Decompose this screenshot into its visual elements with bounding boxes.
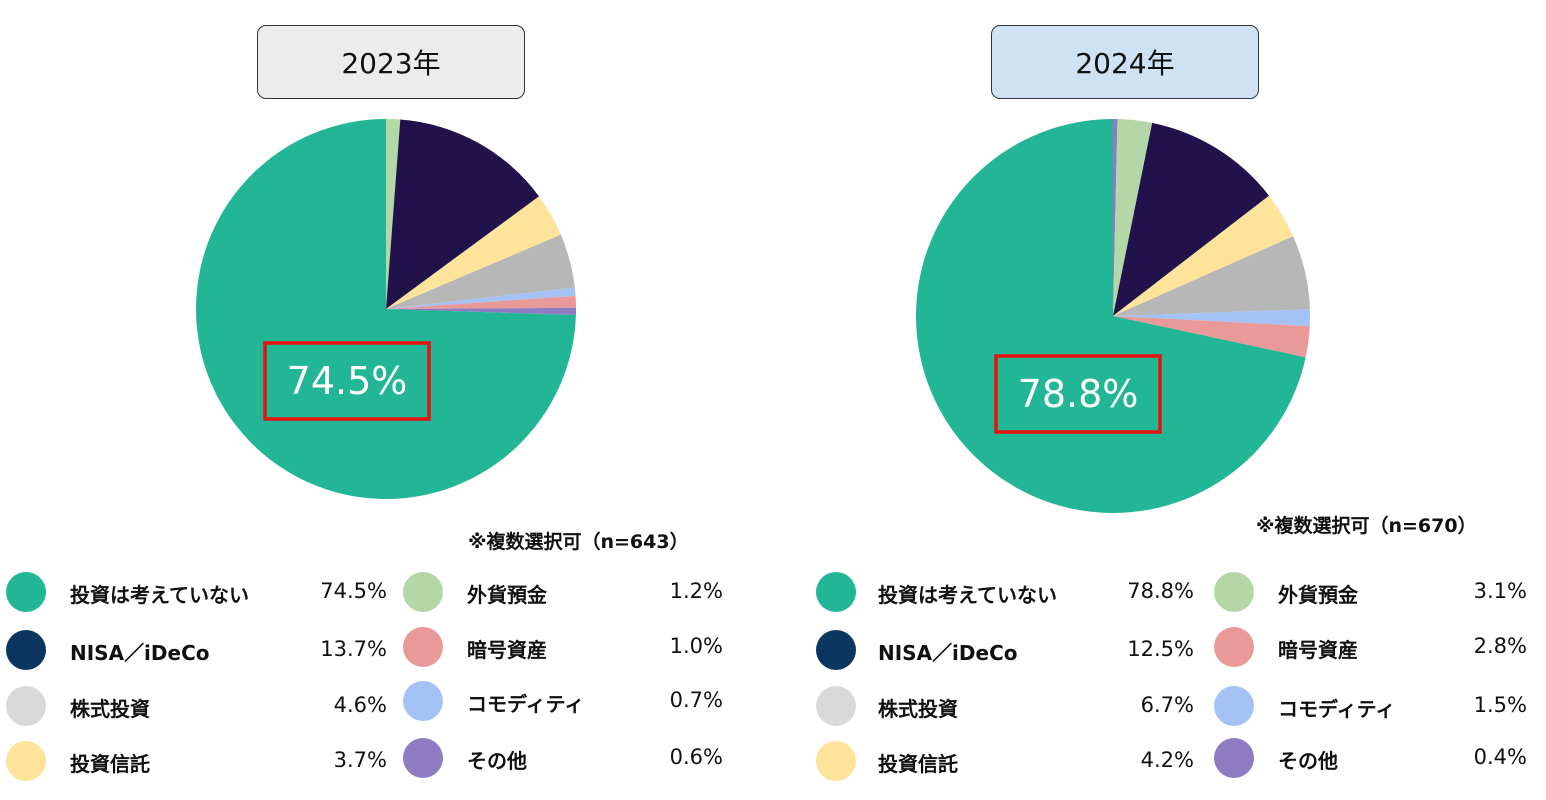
- legend-label: 投資信託: [70, 752, 150, 776]
- highlight-box: [994, 354, 1162, 434]
- pie-slice-7: [196, 119, 576, 499]
- pie-slice-4: [386, 287, 576, 309]
- legend-label: 株式投資: [878, 697, 958, 721]
- pie-slice-6: [386, 307, 577, 315]
- legend-swatch: [816, 572, 856, 612]
- pie-slice-5: [386, 295, 576, 309]
- legend-label: コモディティ: [1278, 697, 1396, 721]
- legend-value: 3.7%: [333, 748, 387, 772]
- legend-swatch: [403, 681, 443, 721]
- legend-label: 暗号資産: [467, 638, 547, 662]
- legend-label: 投資は考えていない: [878, 583, 1057, 607]
- legend-label: 投資は考えていない: [70, 583, 249, 607]
- legend-label: その他: [1278, 749, 1338, 773]
- legend-value: 4.2%: [1140, 748, 1194, 772]
- legend-value: 74.5%: [320, 579, 387, 603]
- legend-value: 13.7%: [320, 637, 387, 661]
- highlight-value: 78.8%: [1018, 372, 1139, 416]
- pie-slice-6: [1113, 316, 1310, 358]
- legend-value: 0.7%: [669, 688, 723, 712]
- legend-value: 6.7%: [1140, 693, 1194, 717]
- pie-slice-4: [1113, 236, 1310, 316]
- legend-swatch: [403, 738, 443, 778]
- legend-label: 外貨預金: [1278, 583, 1358, 607]
- pie-slice-2: [1113, 122, 1269, 316]
- sample-note-2023: ※複数選択可（n=643）: [468, 531, 689, 553]
- legend-value: 78.8%: [1127, 579, 1194, 603]
- year-label-2024: 2024年: [991, 25, 1259, 99]
- year-label-2023: 2023年: [257, 25, 525, 99]
- sample-note-2024: ※複数選択可（n=670）: [1256, 515, 1477, 537]
- legend-value: 1.2%: [669, 579, 723, 603]
- legend-swatch: [1214, 686, 1254, 726]
- pie-slice-3: [386, 234, 575, 309]
- legend-label: NISA／iDeCo: [70, 641, 210, 665]
- legend-swatch: [1214, 738, 1254, 778]
- legend-swatch: [816, 630, 856, 670]
- highlight-box: [263, 341, 431, 421]
- legend-value: 1.5%: [1473, 693, 1527, 717]
- pie-slice-7: [916, 119, 1306, 513]
- legend-value: 2.8%: [1473, 634, 1527, 658]
- pie-slice-1: [1113, 119, 1153, 316]
- pie-slice-0: [386, 119, 401, 309]
- pie-slice-5: [1113, 309, 1310, 327]
- pie-slice-1: [386, 119, 540, 309]
- legend-label: 暗号資産: [1278, 638, 1358, 662]
- legend-label: 外貨預金: [467, 583, 547, 607]
- legend-swatch: [403, 627, 443, 667]
- legend-label: NISA／iDeCo: [878, 641, 1018, 665]
- legend-value: 12.5%: [1127, 637, 1194, 661]
- legend-label: その他: [467, 749, 527, 773]
- highlight-value: 74.5%: [287, 359, 408, 403]
- legend-swatch: [1214, 572, 1254, 612]
- legend-label: 投資信託: [878, 752, 958, 776]
- pie-slice-2: [386, 196, 561, 309]
- legend-value: 1.0%: [669, 634, 723, 658]
- legend-swatch: [6, 686, 46, 726]
- legend-swatch: [816, 686, 856, 726]
- pie-slice-0: [1113, 118, 1118, 316]
- legend-swatch: [6, 572, 46, 612]
- legend-value: 4.6%: [333, 693, 387, 717]
- legend-value: 0.6%: [669, 745, 723, 769]
- legend-swatch: [6, 630, 46, 670]
- legend-swatch: [6, 741, 46, 781]
- legend-swatch: [403, 572, 443, 612]
- legend-swatch: [1214, 627, 1254, 667]
- legend-value: 0.4%: [1473, 745, 1527, 769]
- pie-slice-3: [1113, 195, 1294, 316]
- legend-value: 3.1%: [1473, 579, 1527, 603]
- legend-label: コモディティ: [467, 692, 585, 716]
- legend-swatch: [816, 741, 856, 781]
- legend-label: 株式投資: [70, 697, 150, 721]
